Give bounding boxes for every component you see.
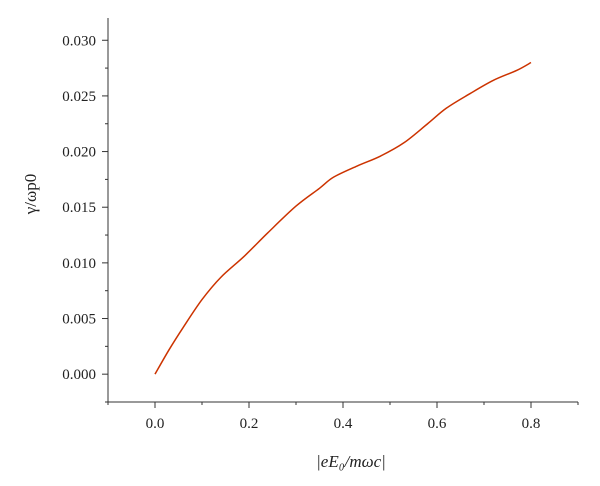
x-tick-label: 0.8 bbox=[522, 416, 541, 432]
y-tick-label: 0.025 bbox=[62, 89, 96, 105]
y-axis: 0.000 0.005 0.010 0.015 0.020 0.025 0.030 bbox=[62, 18, 109, 403]
y-tick-label: 0.010 bbox=[62, 256, 96, 272]
x-tick-label: 0.0 bbox=[146, 416, 165, 432]
y-axis-title: γ/ωp0 bbox=[21, 174, 40, 215]
series-group bbox=[154, 61, 532, 375]
y-tick-label: 0.000 bbox=[62, 367, 96, 383]
x-axis-title: |eE₀/mωc| bbox=[316, 452, 386, 471]
x-axis: 0.0 0.2 0.4 0.6 0.8 bbox=[107, 401, 579, 432]
y-tick-label: 0.030 bbox=[62, 33, 96, 49]
series-line bbox=[154, 61, 532, 375]
x-tick-label: 0.2 bbox=[240, 416, 259, 432]
y-tick-label: 0.015 bbox=[62, 200, 96, 216]
x-tick-label: 0.6 bbox=[428, 416, 447, 432]
y-tick-label: 0.005 bbox=[62, 312, 96, 328]
x-tick-label: 0.4 bbox=[334, 416, 353, 432]
y-tick-label: 0.020 bbox=[62, 145, 96, 161]
